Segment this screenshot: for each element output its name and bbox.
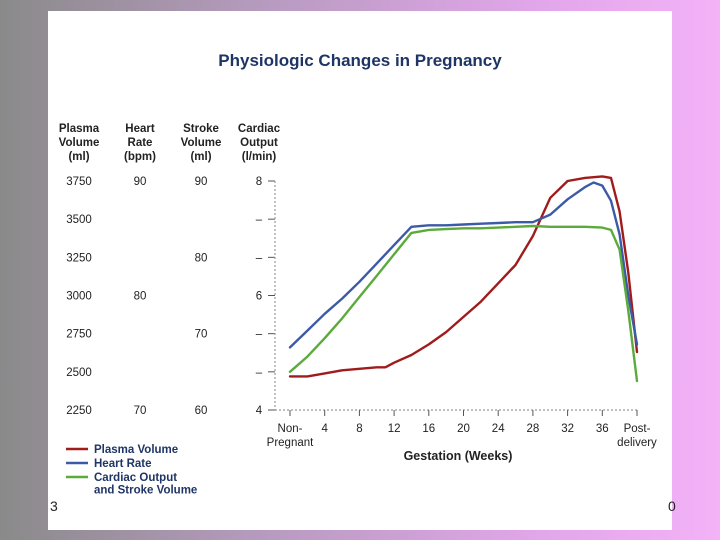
x-tick-label: Non- [278,423,303,435]
y-tick-label: 80 [134,291,147,303]
y-tick-label: – [256,329,263,341]
legend-label: Plasma Volume [94,444,178,456]
y-tick-label: 2750 [66,329,92,341]
x-tick-label: 28 [527,423,540,435]
y-axis-header-0: Volume [59,137,100,149]
y-axis-header-1: (bpm) [124,151,156,163]
y-axis-header-0: Plasma [59,123,100,135]
legend-label: Cardiac Output [94,472,177,484]
y-axis-header-1: Rate [128,137,153,149]
y-tick-label: 3500 [66,214,92,226]
x-tick-label: 20 [457,423,470,435]
y-tick-label: – [256,252,263,264]
y-tick-label: 3000 [66,291,92,303]
series-group [288,175,639,383]
series-line-plasma-volume [288,175,639,378]
y-axis-header-3: (l/min) [242,151,277,163]
y-tick-label: 60 [195,405,208,417]
y-tick-label: 4 [256,405,263,417]
y-axis-header-3: Output [240,137,278,149]
y-axis-header-3: Cardiac [238,123,281,135]
y-axis-header-0: (ml) [68,151,89,163]
y-tick-label: 6 [256,291,262,303]
series-line-cardiac-output-and-stroke-volume [288,224,639,383]
y-tick-label: – [256,214,263,226]
plot-axes [268,180,638,411]
y-tick-label: 2250 [66,405,92,417]
y-tick-label: 70 [195,329,208,341]
page-number-right: 0 [668,498,676,514]
x-tick-label: delivery [617,437,657,449]
y-tick-label: 80 [195,252,208,264]
x-tick-label: 24 [492,423,505,435]
y-tick-label: – [256,367,263,379]
y-tick-label: 8 [256,176,262,188]
y-tick-label: 2500 [66,367,92,379]
x-tick-label: 32 [561,423,574,435]
x-axis-title: Gestation (Weeks) [404,449,513,463]
y-axes: Plasma Volume (ml) 3750 3500 3250 3000 2750 2500… [59,123,281,417]
legend-label: Heart Rate [94,458,152,470]
x-tick-label: 36 [596,423,609,435]
y-tick-label: 3250 [66,252,92,264]
page-number-left: 3 [50,498,58,514]
x-tick-label: 12 [388,423,401,435]
x-tick-label: Pregnant [267,437,314,449]
x-tick-label: 16 [422,423,435,435]
y-tick-label: 3750 [66,176,92,188]
y-tick-label: 90 [195,176,208,188]
y-tick-label: 90 [134,176,147,188]
y-axis-header-1: Heart [125,123,155,135]
y-axis-header-2: Stroke [183,123,219,135]
x-tick-label: 4 [321,423,328,435]
x-tick-label: Post- [624,423,651,435]
y-axis-header-2: (ml) [190,151,211,163]
x-tick-label: 8 [356,423,362,435]
y-axis-header-2: Volume [181,137,222,149]
slide-card [48,11,672,530]
chart-title: Physiologic Changes in Pregnancy [218,51,502,70]
y-tick-label: 70 [134,405,147,417]
legend: Plasma Volume Heart Rate Cardiac Outputand… [66,444,197,497]
series-line-heart-rate [288,181,639,349]
legend-label: and Stroke Volume [94,485,197,497]
x-axis-ticks: Non- Pregnant 4 8 12 16 20 24 28 32 36 Post-deliver… [267,410,657,449]
